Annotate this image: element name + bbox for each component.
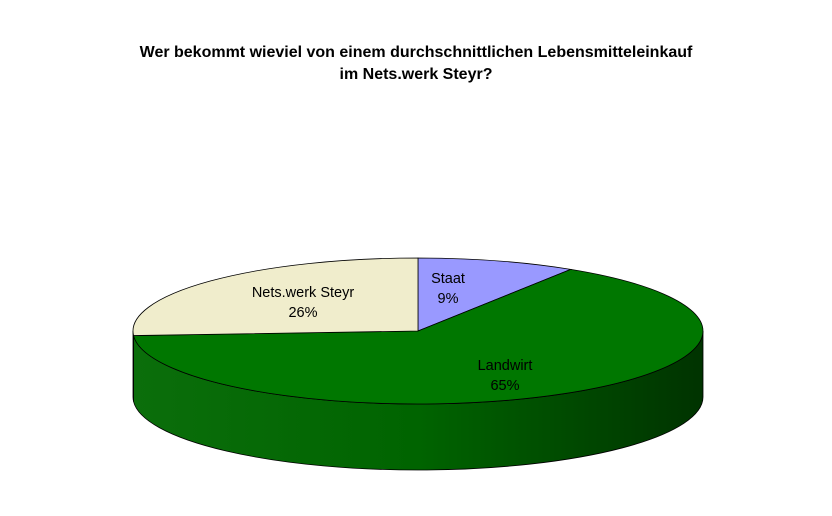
pie-slice-staat: [417, 257, 573, 332]
pie-slice-nets-werk-steyr: [132, 257, 419, 336]
slice-label-staat: Staat: [431, 271, 465, 287]
slice-value-staat: 9%: [438, 291, 459, 307]
pie-side-nets-werk-steyr: [132, 330, 134, 402]
pie-labels: Staat 9% Landwirt 65% Nets.werk Steyr 26%: [252, 271, 533, 394]
slice-value-nets-werk-steyr: 26%: [288, 305, 317, 321]
chart-title-line-2: im Nets.werk Steyr?: [339, 66, 493, 83]
slice-value-landwirt: 65%: [490, 378, 519, 394]
pie-slice-landwirt: [133, 268, 704, 405]
chart-title-line-1: Wer bekommt wieviel von einem durchschni…: [139, 44, 693, 61]
chart-title: Wer bekommt wieviel von einem durchschni…: [0, 42, 832, 86]
slice-label-landwirt: Landwirt: [478, 358, 533, 374]
slice-label-nets-werk-steyr: Nets.werk Steyr: [252, 285, 354, 301]
pie-slices: [132, 257, 704, 405]
